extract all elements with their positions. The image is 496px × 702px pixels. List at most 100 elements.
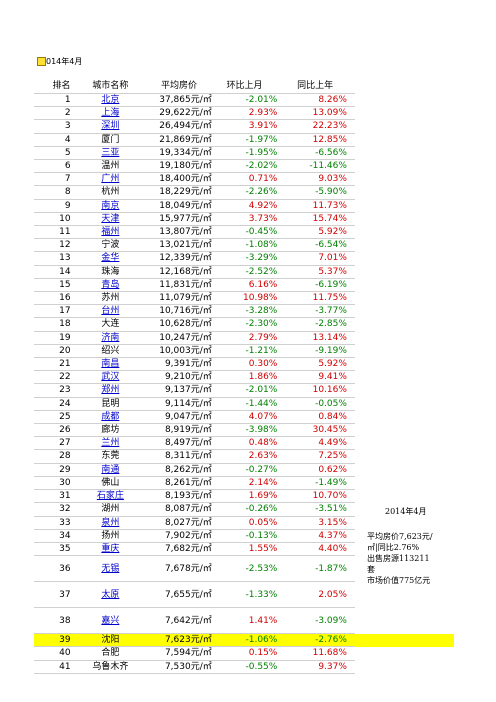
side-line-value: 市场价值775亿元	[367, 576, 431, 585]
table-row: 11 福州 13,807元/㎡ -0.45% 5.92%	[34, 225, 454, 240]
mom-cell: -1.06%	[211, 633, 284, 648]
city-cell: 广州	[74, 172, 147, 187]
price-cell: 13,021元/㎡	[146, 238, 212, 253]
rank-cell: 3	[34, 119, 75, 134]
table-row: 38 嘉兴 7,642元/㎡ 1.41% -3.09%	[34, 607, 454, 635]
city-link[interactable]: 石家庄	[96, 491, 124, 502]
side-summary: 平均房价7,623元/㎡|同比2.76% 出售房源113211套 市场价值775…	[367, 531, 437, 586]
city-cell: 金华	[74, 251, 147, 266]
city-cell: 东莞	[74, 449, 147, 464]
city-link[interactable]: 福州	[101, 227, 120, 238]
city-cell: 武汉	[74, 370, 147, 385]
price-cell: 10,628元/㎡	[146, 317, 212, 332]
city-link[interactable]: 太原	[101, 589, 120, 600]
rank-cell: 20	[34, 344, 75, 359]
col-header-rank: 排名	[34, 79, 75, 94]
rank-cell: 5	[34, 146, 75, 161]
city-link[interactable]: 台州	[101, 306, 120, 317]
yoy-cell: -6.54%	[283, 238, 355, 253]
yoy-cell: 12.85%	[283, 133, 355, 147]
price-cell: 9,137元/㎡	[146, 383, 212, 398]
table-row: 19 济南 10,247元/㎡ 2.79% 13.14%	[34, 331, 454, 345]
blank-cell	[355, 516, 454, 529]
price-cell: 18,400元/㎡	[146, 172, 212, 187]
rank-cell: 11	[34, 225, 75, 240]
city-link[interactable]: 成都	[101, 411, 120, 422]
price-cell: 9,114元/㎡	[146, 397, 212, 411]
rank-cell: 38	[34, 607, 75, 635]
city-link[interactable]: 兰州	[101, 438, 120, 449]
city-cell: 南京	[74, 199, 147, 213]
mom-cell: -2.52%	[211, 265, 284, 279]
rank-cell: 2	[34, 106, 75, 121]
city-link[interactable]: 重庆	[101, 543, 120, 554]
city-cell: 南通	[74, 463, 147, 477]
city-link[interactable]: 泉州	[101, 517, 120, 528]
city-link[interactable]: 济南	[101, 332, 120, 343]
city-cell: 青岛	[74, 278, 147, 293]
blank-cell	[355, 146, 454, 159]
city-link[interactable]: 深圳	[101, 121, 120, 132]
table-row: 33 泉州 8,027元/㎡ 0.05% 3.15%	[34, 516, 454, 530]
city-link[interactable]: 武汉	[101, 372, 120, 383]
table-row: 37 太原 7,655元/㎡ -1.33% 2.05%	[34, 581, 454, 609]
blank-cell	[355, 490, 454, 503]
mom-cell: -0.55%	[211, 660, 284, 674]
mom-cell: 2.93%	[211, 106, 284, 121]
yoy-cell: 15.74%	[283, 212, 355, 227]
blank-cell	[355, 252, 454, 265]
city-link[interactable]: 三亚	[101, 147, 120, 158]
table-row: 25 成都 9,047元/㎡ 4.07% 0.84%	[34, 410, 454, 425]
yoy-cell: 10.70%	[283, 489, 355, 504]
city-link[interactable]: 嘉兴	[101, 615, 120, 626]
city-cell: 温州	[74, 159, 147, 174]
blank-cell	[355, 239, 454, 252]
table-row: 8 杭州 18,229元/㎡ -2.26% -5.90%	[34, 185, 454, 200]
table-row: 10 天津 15,977元/㎡ 3.73% 15.74%	[34, 212, 454, 227]
city-cell: 石家庄	[74, 489, 147, 504]
city-cell: 佛山	[74, 476, 147, 491]
yoy-cell: -6.19%	[283, 278, 355, 293]
city-cell: 宁波	[74, 238, 147, 253]
city-link[interactable]: 天津	[101, 213, 120, 224]
city-link[interactable]: 青岛	[101, 279, 120, 290]
table-row: 7 广州 18,400元/㎡ 0.71% 9.03%	[34, 172, 454, 187]
yoy-cell: -6.56%	[283, 146, 355, 161]
city-link[interactable]: 郑州	[101, 385, 120, 396]
mom-cell: 4.92%	[211, 199, 284, 213]
table-row: 39 沈阳 7,623元/㎡ -1.06% -2.76%	[34, 633, 454, 648]
city-cell: 厦门	[74, 133, 147, 147]
blank-cell	[355, 186, 454, 199]
city-cell: 成都	[74, 410, 147, 425]
price-cell: 18,229元/㎡	[146, 185, 212, 200]
city-link[interactable]: 无锡	[101, 563, 120, 574]
city-link[interactable]: 南通	[101, 464, 120, 475]
city-link[interactable]: 广州	[101, 174, 120, 185]
table-row: 35 重庆 7,682元/㎡ 1.55% 4.40%	[34, 542, 454, 557]
yoy-cell: 11.73%	[283, 199, 355, 213]
mom-cell: -0.27%	[211, 463, 284, 477]
table-row: 13 金华 12,339元/㎡ -3.29% 7.01%	[34, 251, 454, 266]
mom-cell: -0.13%	[211, 529, 284, 543]
city-cell: 泉州	[74, 516, 147, 530]
blank-cell	[355, 133, 454, 146]
table-row: 3 深圳 26,494元/㎡ 3.91% 22.23%	[34, 119, 454, 134]
rank-cell: 6	[34, 159, 75, 174]
city-cell: 嘉兴	[74, 607, 147, 635]
city-link[interactable]: 北京	[101, 95, 120, 105]
city-link[interactable]: 南京	[101, 200, 120, 211]
city-cell: 绍兴	[74, 344, 147, 359]
table-row: 36 无锡 7,678元/㎡ -2.53% -1.87%	[34, 555, 454, 583]
side-line-price: 平均房价7,623元/㎡|同比2.76%	[367, 532, 433, 552]
table-row: 31 石家庄 8,193元/㎡ 1.69% 10.70%	[34, 489, 454, 504]
yoy-cell: 8.26%	[283, 93, 355, 108]
blank-cell	[355, 79, 454, 94]
city-link[interactable]: 上海	[101, 108, 120, 119]
city-link[interactable]: 金华	[101, 253, 120, 264]
yoy-cell: 11.68%	[283, 646, 355, 661]
city-cell: 济南	[74, 331, 147, 345]
blank-cell	[355, 358, 454, 371]
table-row: 6 温州 19,180元/㎡ -2.02% -11.46%	[34, 159, 454, 174]
table-row: 34 扬州 7,902元/㎡ -0.13% 4.37%	[34, 529, 454, 543]
city-link[interactable]: 南昌	[101, 359, 120, 370]
